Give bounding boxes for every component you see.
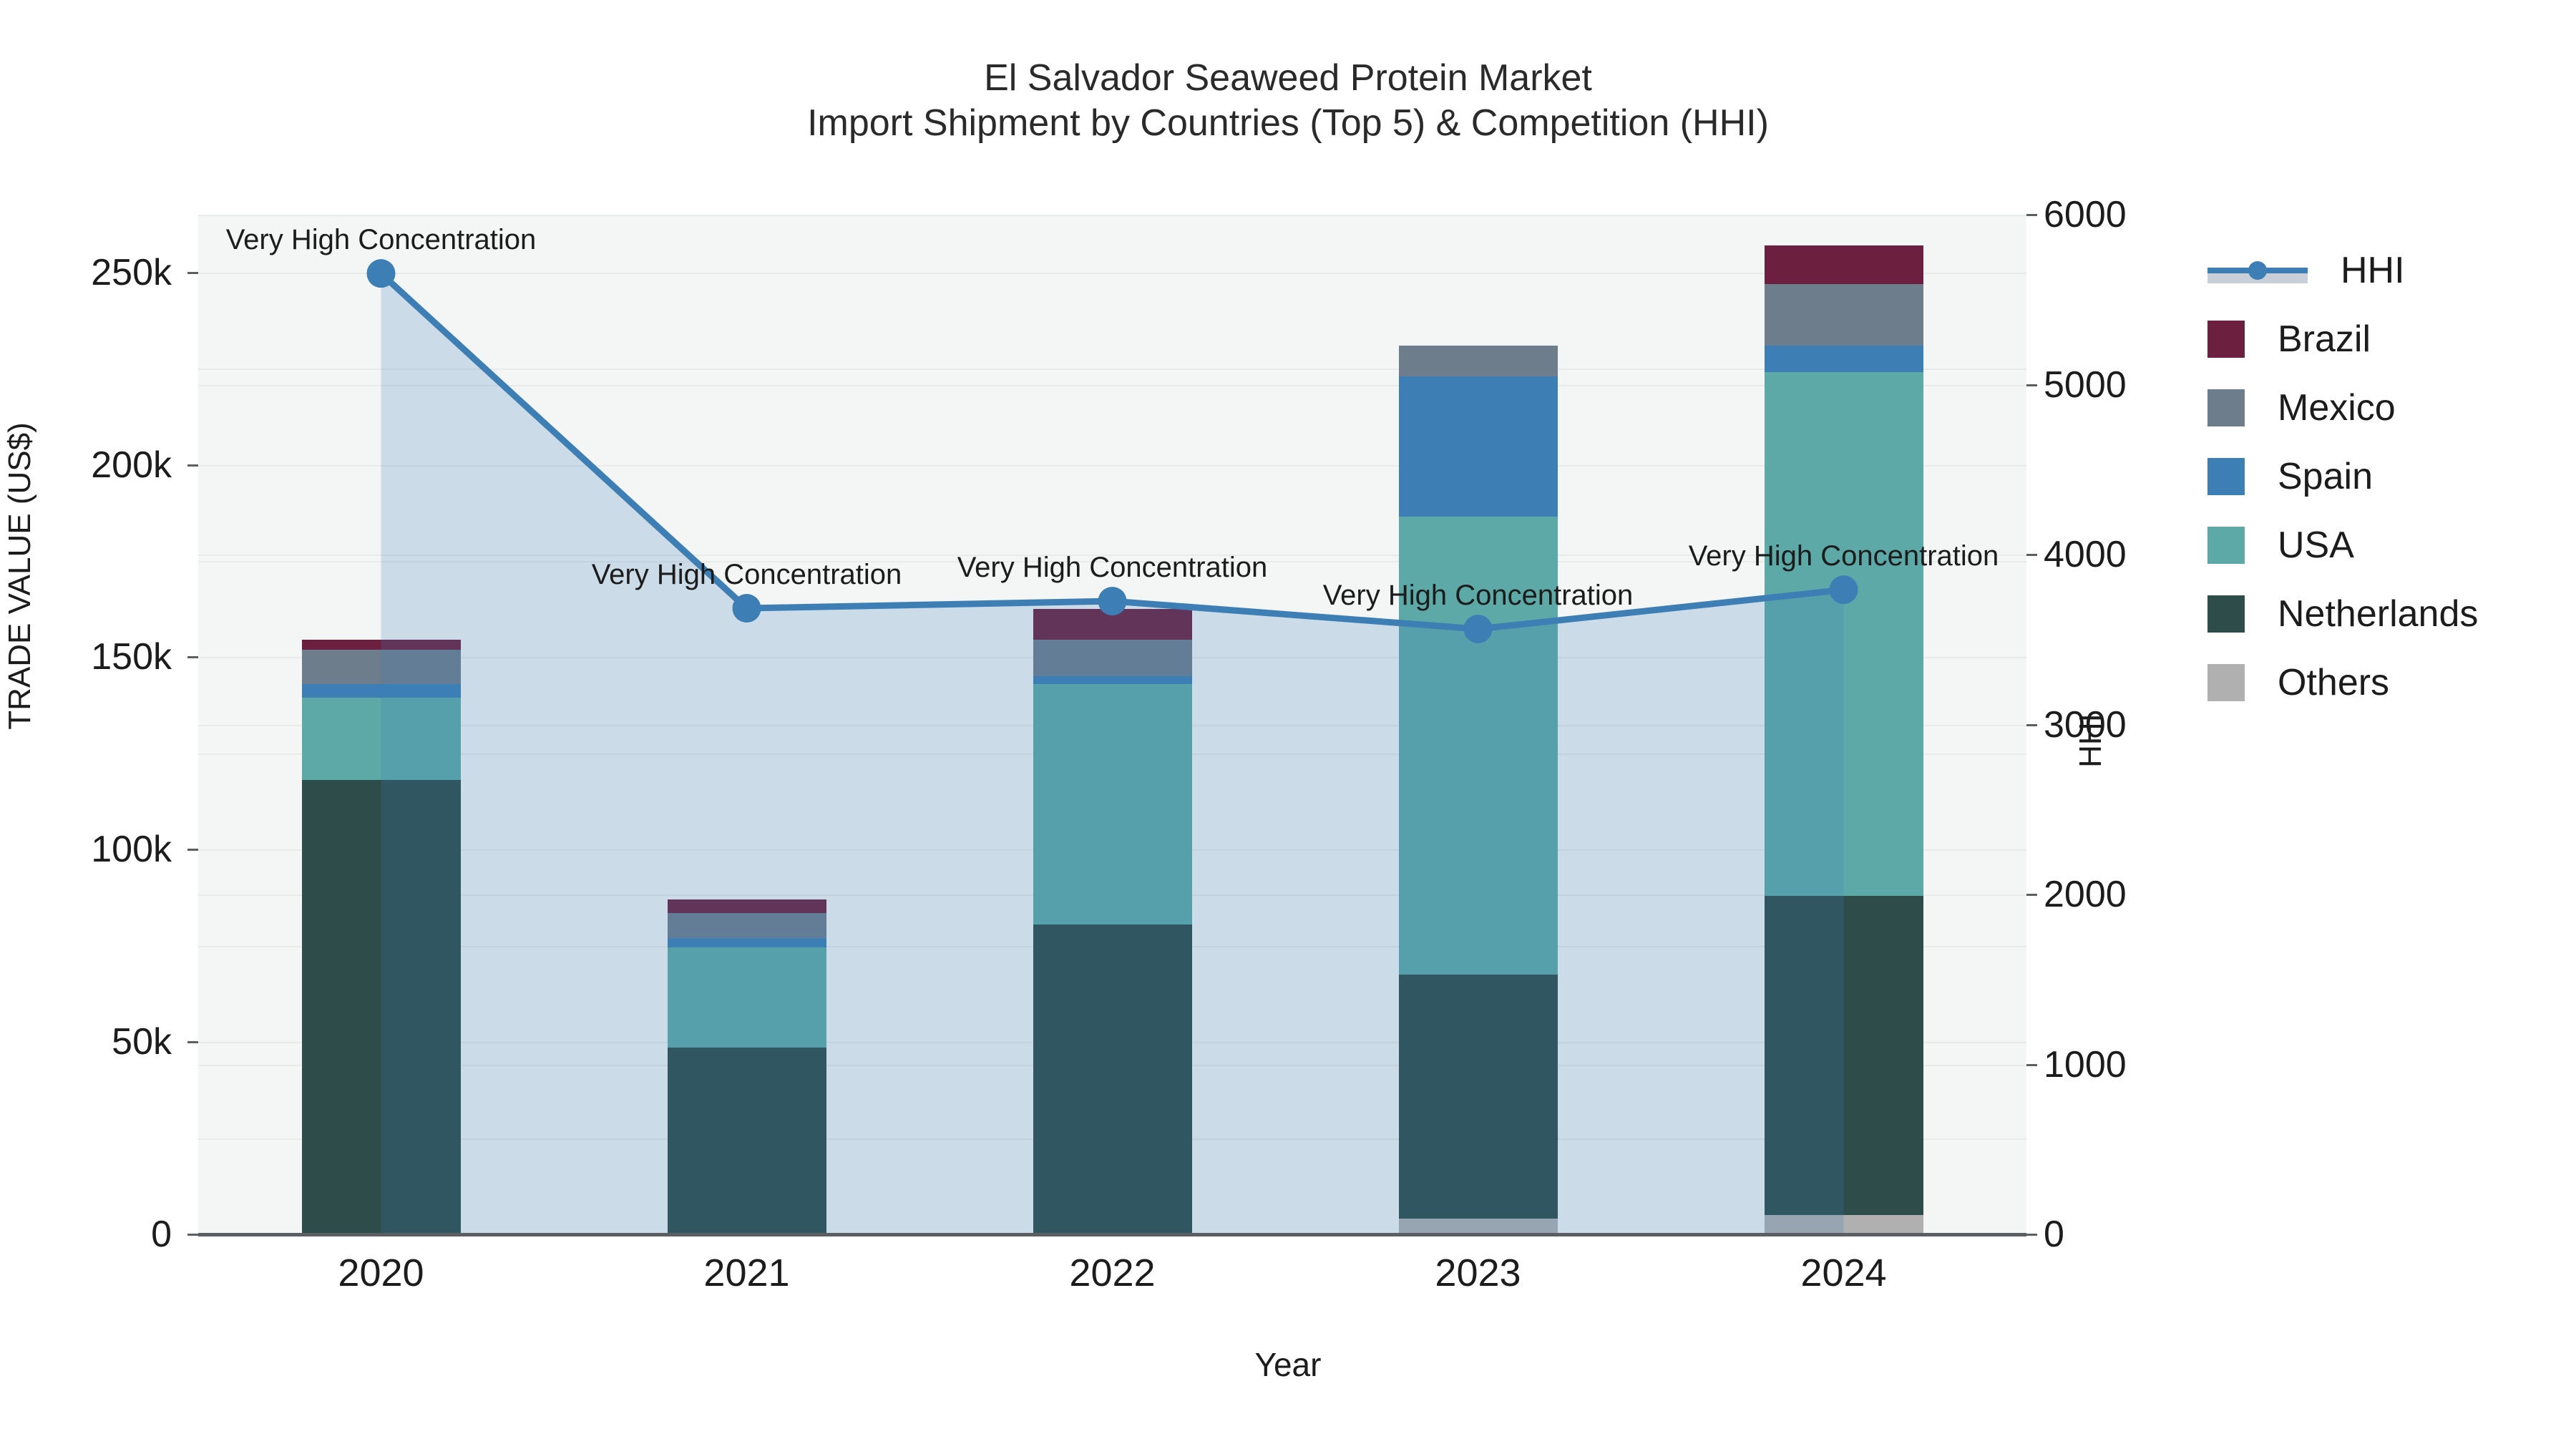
gridline xyxy=(198,215,2026,216)
y-axis-left-tick-label: 100k xyxy=(91,829,172,871)
bar-segment-usa-2024[interactable] xyxy=(1764,372,1923,896)
y-axis-left-tick-label: 50k xyxy=(112,1021,172,1063)
y-axis-right-tick-label: 5000 xyxy=(2044,364,2127,406)
hhi-annotation-2022: Very High Concentration xyxy=(957,552,1268,584)
y-axis-right-tick-mark xyxy=(2026,1234,2037,1236)
y-axis-right-tick-mark xyxy=(2026,723,2037,726)
y-axis-right-label: HHI xyxy=(2073,713,2108,768)
y-axis-right-tick-label: 6000 xyxy=(2044,194,2127,235)
legend-item-usa[interactable]: USA xyxy=(2207,511,2478,580)
hhi-annotation-2021: Very High Concentration xyxy=(591,559,902,591)
y-axis-right-tick-label: 2000 xyxy=(2044,874,2127,915)
bar-segment-brazil-2022[interactable] xyxy=(1033,609,1192,640)
y-axis-right-tick-label: 3000 xyxy=(2044,703,2127,746)
legend-line-marker-icon xyxy=(2207,252,2308,289)
gridline xyxy=(198,464,2026,467)
plot-area xyxy=(198,215,2026,1236)
x-axis-tick-label-2022: 2022 xyxy=(1069,1252,1156,1294)
hhi-annotation-2024: Very High Concentration xyxy=(1688,540,1999,572)
chart-title-line-1: El Salvador Seaweed Protein Market xyxy=(984,57,1592,99)
bar-segment-netherlands-2022[interactable] xyxy=(1033,924,1192,1234)
x-axis-tick-label-2020: 2020 xyxy=(338,1252,424,1294)
gridline xyxy=(198,369,2026,371)
y-axis-left-tick-label: 0 xyxy=(151,1214,172,1255)
legend-swatch-icon xyxy=(2207,321,2245,358)
bar-segment-brazil-2021[interactable] xyxy=(667,899,826,913)
y-axis-right-tick-label: 0 xyxy=(2044,1214,2064,1255)
legend-item-hhi[interactable]: HHI xyxy=(2207,236,2478,305)
legend-item-brazil[interactable]: Brazil xyxy=(2207,305,2478,374)
y-axis-right-tick-label: 1000 xyxy=(2044,1043,2127,1085)
y-axis-right-tick-mark xyxy=(2026,214,2037,216)
y-axis-right-tick-mark xyxy=(2026,1063,2037,1066)
legend-item-mexico[interactable]: Mexico xyxy=(2207,374,2478,442)
bar-segment-others-2024[interactable] xyxy=(1764,1215,1923,1234)
bar-segment-netherlands-2023[interactable] xyxy=(1398,975,1558,1219)
bar-segment-spain-2021[interactable] xyxy=(667,937,826,948)
legend-line-dot-icon xyxy=(2248,261,2267,280)
legend-label: Others xyxy=(2278,662,2390,703)
bar-segment-usa-2022[interactable] xyxy=(1033,684,1192,925)
legend-swatch-icon xyxy=(2207,389,2245,426)
gridline xyxy=(198,272,2026,274)
bar-segment-mexico-2024[interactable] xyxy=(1764,283,1923,346)
bar-segment-netherlands-2021[interactable] xyxy=(667,1048,826,1234)
y-axis-right-tick-mark xyxy=(2026,384,2037,386)
legend-label: Spain xyxy=(2278,456,2373,497)
hhi-annotation-2023: Very High Concentration xyxy=(1322,580,1634,612)
x-axis-tick-label-2024: 2024 xyxy=(1800,1252,1887,1294)
legend-swatch-icon xyxy=(2207,595,2245,633)
x-axis-line xyxy=(198,1233,2026,1236)
legend-item-others[interactable]: Others xyxy=(2207,648,2478,717)
y-axis-right-tick-label: 4000 xyxy=(2044,534,2127,575)
bar-segment-netherlands-2020[interactable] xyxy=(301,780,461,1234)
y-axis-left-tick-mark xyxy=(187,1234,198,1236)
legend-label: Mexico xyxy=(2278,387,2396,429)
bar-segment-netherlands-2024[interactable] xyxy=(1764,895,1923,1216)
legend-label: HHI xyxy=(2341,250,2405,291)
chart-title: El Salvador Seaweed Protein Market Impor… xyxy=(0,56,2576,147)
legend-label: Brazil xyxy=(2278,318,2371,360)
bar-segment-spain-2024[interactable] xyxy=(1764,345,1923,373)
bar-segment-spain-2020[interactable] xyxy=(301,684,461,698)
bar-segment-usa-2021[interactable] xyxy=(667,947,826,1048)
bar-segment-spain-2022[interactable] xyxy=(1033,676,1192,685)
bar-segment-brazil-2024[interactable] xyxy=(1764,245,1923,284)
legend-label: USA xyxy=(2278,525,2354,566)
legend-item-spain[interactable]: Spain xyxy=(2207,442,2478,511)
bar-segment-others-2023[interactable] xyxy=(1398,1219,1558,1234)
y-axis-right-tick-mark xyxy=(2026,554,2037,556)
x-axis-tick-label-2023: 2023 xyxy=(1435,1252,1521,1294)
y-axis-left-tick-mark xyxy=(187,849,198,852)
y-axis-left-tick-mark xyxy=(187,1041,198,1044)
legend-swatch-icon xyxy=(2207,664,2245,701)
legend-swatch-icon xyxy=(2207,527,2245,564)
bar-segment-spain-2023[interactable] xyxy=(1398,376,1558,517)
bar-segment-brazil-2020[interactable] xyxy=(301,640,461,650)
y-axis-left-tick-label: 150k xyxy=(91,636,172,678)
bar-segment-mexico-2021[interactable] xyxy=(667,912,826,938)
y-axis-left-tick-label: 250k xyxy=(91,251,172,293)
bar-segment-mexico-2020[interactable] xyxy=(301,649,461,685)
legend-item-netherlands[interactable]: Netherlands xyxy=(2207,580,2478,648)
chart-legend: HHI Brazil Mexico Spain USA Netherlands Others xyxy=(2207,236,2478,717)
y-axis-left-tick-mark xyxy=(187,271,198,274)
y-axis-left-tick-mark xyxy=(187,656,198,659)
chart-title-line-2: Import Shipment by Countries (Top 5) & C… xyxy=(807,102,1769,145)
y-axis-right-tick-mark xyxy=(2026,894,2037,896)
bar-segment-usa-2020[interactable] xyxy=(301,697,461,781)
y-axis-left-tick-label: 200k xyxy=(91,444,172,486)
bar-segment-mexico-2022[interactable] xyxy=(1033,640,1192,677)
legend-label: Netherlands xyxy=(2278,593,2479,635)
gridline xyxy=(198,384,2026,386)
x-axis-tick-label-2021: 2021 xyxy=(703,1252,790,1294)
legend-swatch-icon xyxy=(2207,458,2245,495)
bar-segment-mexico-2023[interactable] xyxy=(1398,345,1558,376)
hhi-annotation-2020: Very High Concentration xyxy=(225,224,537,256)
y-axis-left-tick-mark xyxy=(187,464,198,467)
y-axis-left-label: TRADE VALUE (US$) xyxy=(2,422,37,730)
x-axis-label: Year xyxy=(1254,1346,1322,1383)
